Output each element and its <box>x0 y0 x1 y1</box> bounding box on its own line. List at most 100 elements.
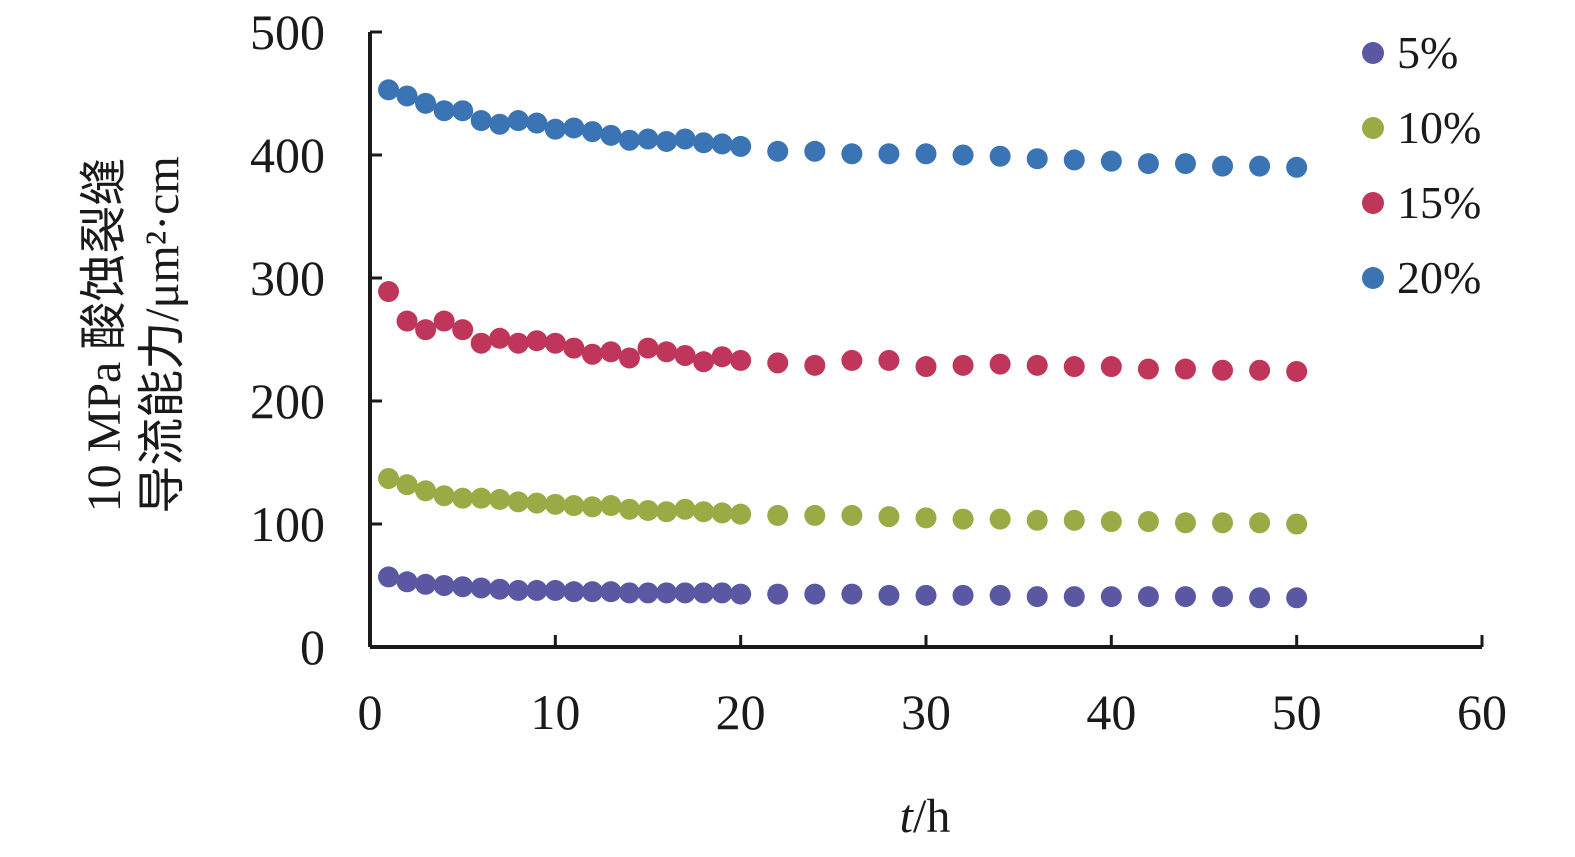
ticks <box>368 30 1484 649</box>
data-point <box>804 140 826 162</box>
data-point <box>730 503 752 525</box>
data-point <box>1100 586 1122 608</box>
data-point <box>433 575 455 596</box>
legend-marker <box>1362 42 1384 64</box>
data-point <box>618 582 640 604</box>
x-tick-label: 60 <box>1457 684 1507 740</box>
legend-marker <box>1362 117 1384 139</box>
data-point <box>396 474 418 496</box>
data-point <box>378 281 400 303</box>
x-tick-label: 40 <box>1086 684 1136 740</box>
data-point <box>433 485 455 507</box>
data-point <box>656 501 678 523</box>
x-tick-label: 20 <box>716 684 766 740</box>
legend-label: 15% <box>1397 177 1481 228</box>
series-5% <box>378 566 1308 609</box>
data-point <box>674 128 696 150</box>
data-point <box>841 504 863 526</box>
data-point <box>544 332 566 354</box>
data-point <box>1100 356 1122 378</box>
data-point <box>878 584 900 606</box>
data-point <box>1100 511 1122 533</box>
data-point <box>1026 509 1048 531</box>
data-point <box>415 319 437 341</box>
y-tick-label: 100 <box>250 496 325 552</box>
data-point <box>637 582 659 604</box>
data-point <box>470 577 492 599</box>
data-point <box>1026 148 1048 170</box>
data-point <box>618 498 640 520</box>
data-point <box>637 128 659 150</box>
data-point <box>804 583 826 605</box>
data-point <box>952 144 974 166</box>
data-point <box>674 582 696 604</box>
data-point <box>581 343 603 365</box>
data-point <box>1137 153 1159 175</box>
data-point <box>730 583 752 605</box>
data-point <box>415 480 437 502</box>
data-point <box>1212 155 1234 177</box>
data-point <box>767 504 789 526</box>
data-point <box>711 502 733 524</box>
data-point <box>563 581 585 603</box>
data-points <box>378 79 1308 609</box>
legend-marker <box>1362 267 1384 289</box>
data-point <box>378 467 400 489</box>
data-point <box>507 332 529 354</box>
data-point <box>581 496 603 518</box>
data-point <box>433 310 455 332</box>
data-point <box>470 487 492 509</box>
legend-label: 10% <box>1397 102 1481 153</box>
y-tick-label: 0 <box>300 619 325 675</box>
data-point <box>600 495 622 517</box>
data-point <box>1249 512 1271 534</box>
data-point <box>952 584 974 606</box>
data-point <box>526 492 548 514</box>
data-point <box>452 319 474 341</box>
y-tick-label: 400 <box>250 127 325 183</box>
data-point <box>489 488 511 510</box>
data-point <box>563 337 585 359</box>
data-point <box>452 576 474 598</box>
tick-labels: 0 10 20 30 40 50 60 0 100 200 300 400 500 <box>250 4 1507 740</box>
data-point <box>915 507 937 529</box>
x-tick-label: 30 <box>901 684 951 740</box>
data-point <box>1174 512 1196 534</box>
y-tick-label: 500 <box>250 4 325 60</box>
data-point <box>396 85 418 107</box>
data-point <box>563 117 585 139</box>
data-point <box>1286 587 1308 609</box>
data-point <box>378 79 400 101</box>
series-10% <box>378 467 1308 535</box>
data-point <box>1100 150 1122 172</box>
data-point <box>1286 156 1308 178</box>
data-point <box>989 508 1011 530</box>
data-point <box>1249 587 1271 609</box>
data-point <box>656 130 678 152</box>
x-tick-label: 50 <box>1272 684 1322 740</box>
data-point <box>1063 356 1085 378</box>
data-point <box>674 344 696 366</box>
data-point <box>915 356 937 378</box>
data-point <box>711 133 733 155</box>
data-point <box>563 495 585 517</box>
y-axis-label: 10 MPa 酸蚀裂缝 导流能力/μm²·cm <box>78 156 189 513</box>
data-point <box>1174 358 1196 380</box>
data-point <box>1212 586 1234 608</box>
x-tick-label: 10 <box>530 684 580 740</box>
data-point <box>581 581 603 603</box>
data-point <box>878 143 900 165</box>
data-point <box>618 129 640 151</box>
data-point <box>767 352 789 374</box>
data-point <box>989 145 1011 167</box>
data-point <box>841 143 863 165</box>
data-point <box>804 354 826 376</box>
y-axis-label-line1: 10 MPa 酸蚀裂缝 <box>78 158 131 513</box>
x-axis-label-var: t <box>900 790 915 843</box>
data-point <box>952 354 974 376</box>
data-point <box>489 578 511 600</box>
data-point <box>470 110 492 132</box>
data-point <box>1137 358 1159 380</box>
data-point <box>841 349 863 371</box>
data-point <box>507 491 529 513</box>
